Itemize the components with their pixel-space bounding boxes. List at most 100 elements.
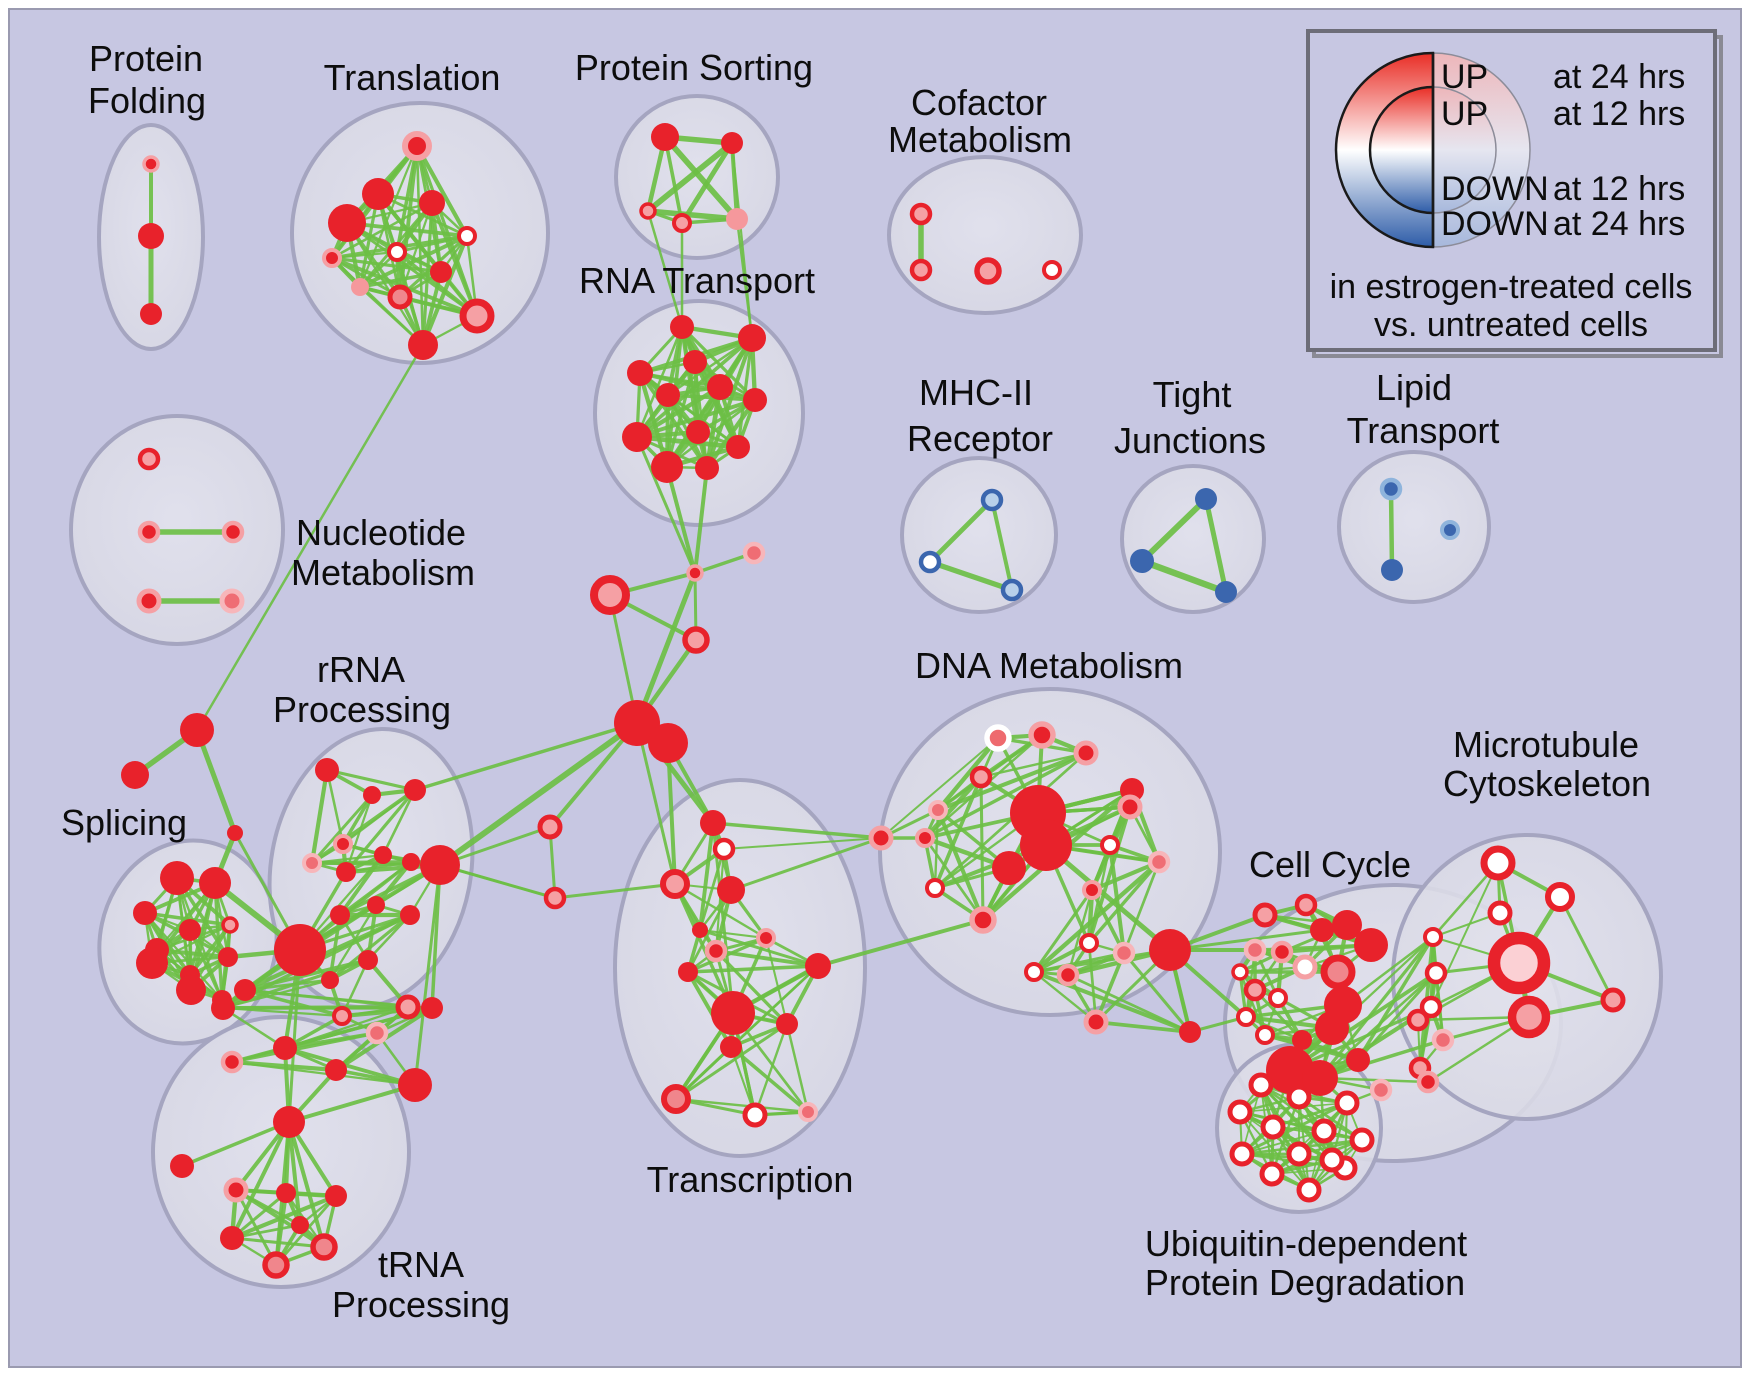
network-node xyxy=(798,1102,818,1122)
network-node xyxy=(868,825,894,851)
network-node xyxy=(1369,1078,1393,1102)
network-node xyxy=(1440,520,1460,540)
network-node xyxy=(1073,740,1099,766)
network-node xyxy=(1346,1048,1370,1072)
nodes-layer xyxy=(121,123,1626,1279)
network-node xyxy=(1130,549,1154,573)
network-node xyxy=(692,922,708,938)
network-node xyxy=(1024,962,1044,982)
network-node xyxy=(387,284,413,310)
network-node xyxy=(142,155,160,173)
network-node xyxy=(325,1185,347,1207)
network-node xyxy=(1419,995,1443,1019)
network-node xyxy=(1349,1127,1375,1153)
network-node xyxy=(387,242,407,262)
network-node xyxy=(992,851,1026,885)
network-node xyxy=(670,315,694,339)
network-node xyxy=(1487,931,1551,995)
network-node xyxy=(1270,940,1294,964)
network-node xyxy=(160,861,194,895)
network-node xyxy=(138,223,164,249)
network-node xyxy=(1431,1028,1455,1052)
network-node xyxy=(648,723,688,763)
network-node xyxy=(219,588,245,614)
network-node xyxy=(1259,1161,1285,1187)
network-node xyxy=(678,962,698,982)
network-node xyxy=(1286,1084,1312,1110)
cluster-label-cofactor-metabolism-line2: Metabolism xyxy=(888,119,1072,160)
network-node xyxy=(351,278,369,296)
network-node xyxy=(420,845,460,885)
network-node xyxy=(776,1013,798,1035)
network-node xyxy=(704,939,728,963)
network-node xyxy=(1292,954,1318,980)
network-node xyxy=(925,878,945,898)
network-node xyxy=(660,869,690,899)
network-node xyxy=(590,575,630,615)
cluster-label-translation-line1: Translation xyxy=(324,57,501,98)
network-node xyxy=(1149,929,1191,971)
network-node xyxy=(672,213,692,233)
network-node xyxy=(1406,1008,1430,1032)
network-node xyxy=(1100,835,1120,855)
network-node xyxy=(328,204,366,242)
network-node xyxy=(276,1183,296,1203)
network-node xyxy=(712,837,736,861)
cluster-label-nucleotide-metabolism-line2: Metabolism xyxy=(291,552,475,593)
network-node xyxy=(695,456,719,480)
network-node xyxy=(211,996,235,1020)
network-node xyxy=(738,324,766,352)
network-node xyxy=(1195,488,1217,510)
network-node xyxy=(1147,850,1171,874)
cluster-label-tight-junctions-line1: Tight xyxy=(1153,374,1232,415)
network-node xyxy=(333,834,353,854)
network-node xyxy=(419,190,445,216)
cluster-label-mhc-ii-receptor-line1: MHC-II xyxy=(919,372,1033,413)
legend-time-down-24: at 24 hrs xyxy=(1553,205,1685,243)
network-node xyxy=(1600,987,1626,1013)
network-node xyxy=(1117,794,1143,820)
legend-time-down-12: at 12 hrs xyxy=(1553,170,1685,208)
network-node xyxy=(310,1233,338,1261)
network-node xyxy=(220,1226,244,1250)
network-node xyxy=(743,388,767,412)
network-node xyxy=(358,950,378,970)
cluster-label-protein-folding-line1: Protein xyxy=(89,38,203,79)
network-node xyxy=(273,1106,305,1138)
legend-time-up-24: at 24 hrs xyxy=(1553,58,1685,96)
cluster-label-microtubule-cytoskeleton-line2: Cytoskeleton xyxy=(1443,763,1651,804)
network-node xyxy=(726,208,748,230)
network-node xyxy=(1056,963,1080,987)
network-node xyxy=(742,541,766,565)
network-node xyxy=(1243,978,1267,1002)
cluster-ellipse-lipid-transport xyxy=(1337,450,1491,604)
network-node xyxy=(262,1251,290,1279)
network-node xyxy=(1311,1118,1337,1144)
network-node xyxy=(627,360,653,386)
network-node xyxy=(1324,986,1362,1024)
network-node xyxy=(363,786,381,804)
network-node xyxy=(721,132,743,154)
network-node xyxy=(1215,581,1237,603)
legend-caption-line2: vs. untreated cells xyxy=(1374,306,1648,344)
cluster-label-protein-folding-line2: Folding xyxy=(88,80,206,121)
network-node xyxy=(1268,988,1288,1008)
network-node xyxy=(315,758,339,782)
cluster-label-cell-cycle-line1: Cell Cycle xyxy=(1249,844,1411,885)
network-node xyxy=(179,919,201,941)
network-node xyxy=(395,994,421,1020)
network-node xyxy=(1042,260,1062,280)
cluster-label-protein-sorting-line1: Protein Sorting xyxy=(575,47,813,88)
network-node xyxy=(1379,477,1403,501)
network-node xyxy=(1260,1114,1286,1140)
cluster-label-dna-metabolism-line1: DNA Metabolism xyxy=(915,645,1183,686)
network-node xyxy=(273,1036,297,1060)
network-node xyxy=(686,564,704,582)
cluster-ellipse-splicing xyxy=(97,838,279,1046)
network-node xyxy=(1252,902,1278,928)
network-node xyxy=(1480,845,1516,881)
network-node xyxy=(218,947,238,967)
network-node xyxy=(537,814,563,840)
network-node xyxy=(1320,954,1356,990)
